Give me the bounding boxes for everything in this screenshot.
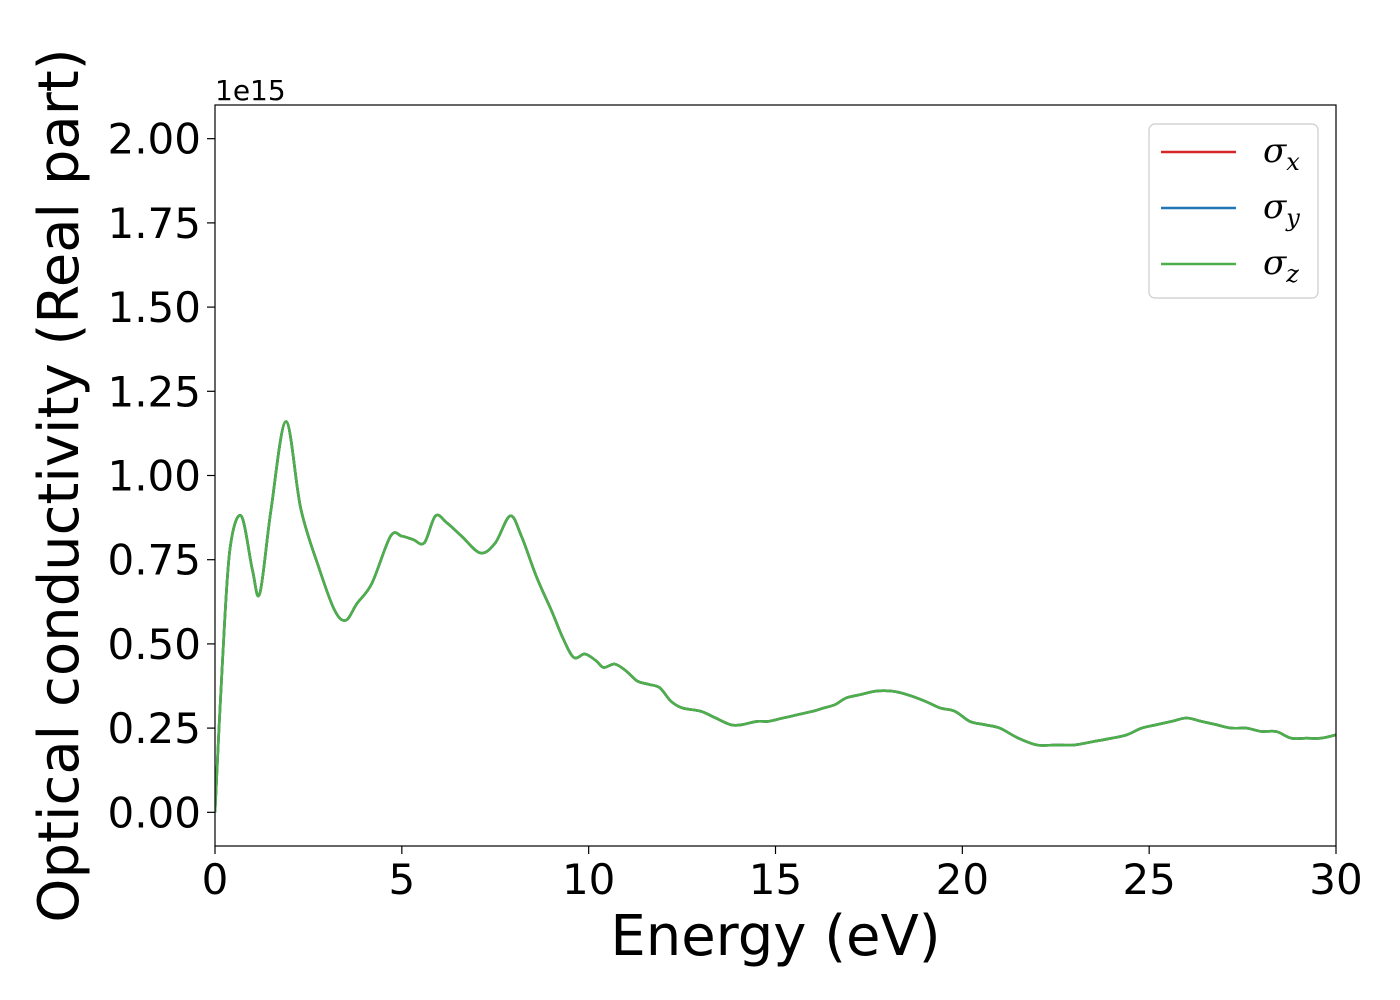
x-tick-label: 25 (1122, 855, 1175, 904)
x-tick-label: 5 (388, 855, 415, 904)
y-tick-label: 1.25 (107, 367, 201, 416)
legend: σx σy σz (1148, 123, 1319, 299)
y-tick-label: 2.00 (107, 115, 201, 164)
legend-label-sigma-y: σy (1263, 187, 1300, 232)
y-tick-label: 1.00 (107, 452, 201, 501)
y-tick-label: 0.75 (107, 536, 201, 585)
y-tick-label: 0.50 (107, 620, 201, 669)
series-line-sigma-z (215, 420, 1336, 813)
legend-label-sigma-x: σx (1263, 131, 1300, 176)
y-axis-label: Optical conductivity (Real part) (27, 48, 92, 922)
y-tick-label: 0.00 (107, 788, 201, 837)
x-tick-label: 0 (202, 855, 229, 904)
series-line-sigma-y (215, 420, 1336, 813)
plot-frame (214, 104, 1337, 847)
y-tick-label: 1.75 (107, 199, 201, 248)
y-tick-label: 0.25 (107, 704, 201, 753)
y-offset-label: 1e15 (215, 74, 286, 107)
legend-label-sigma-z: σz (1263, 243, 1299, 288)
x-tick-label: 20 (936, 855, 989, 904)
y-tick-label: 1.50 (107, 283, 201, 332)
series-line-sigma-x (215, 420, 1336, 813)
plot-area (215, 420, 1336, 813)
legend-box (1148, 123, 1319, 299)
x-tick-label: 30 (1309, 855, 1362, 904)
x-tick-label: 10 (562, 855, 615, 904)
axis-ticks: 0 5 10 15 20 25 30 0.00 0.25 0.50 0.75 1.00 1.25 1.50… (107, 115, 1362, 904)
x-tick-label: 15 (749, 855, 802, 904)
x-axis-label: Energy (eV) (610, 904, 940, 969)
